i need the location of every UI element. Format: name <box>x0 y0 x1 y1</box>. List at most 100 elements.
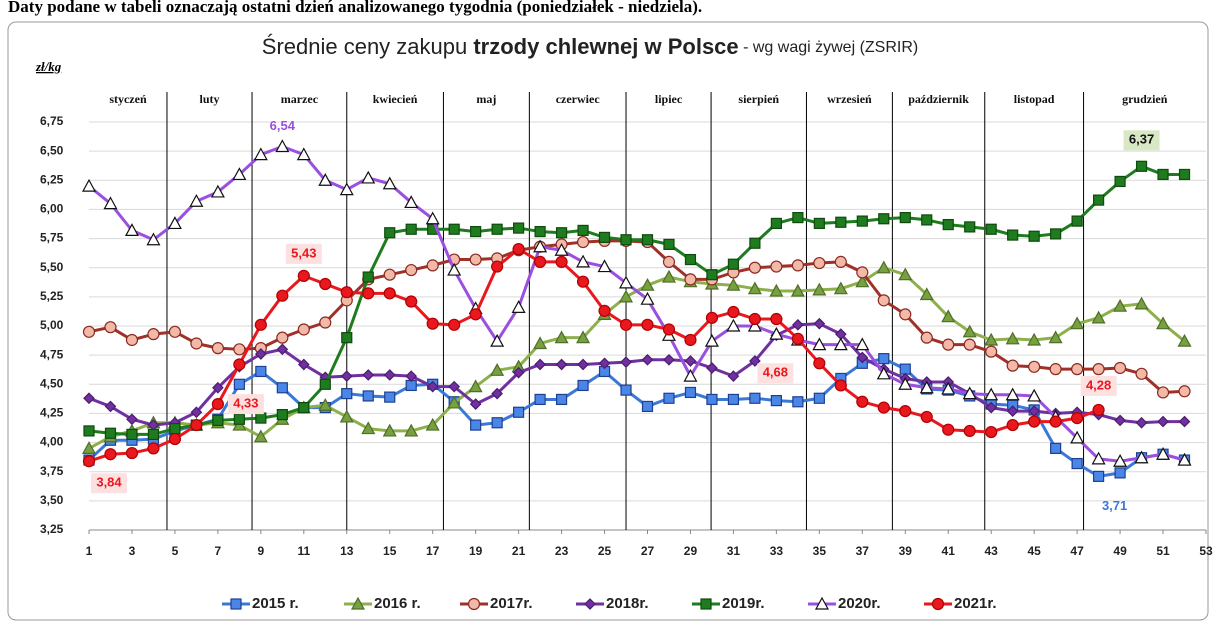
legend-label: 2019r. <box>722 595 765 612</box>
marker <box>748 312 762 326</box>
marker <box>576 330 591 344</box>
marker <box>941 309 956 323</box>
marker <box>469 253 482 266</box>
marker <box>598 304 611 317</box>
marker <box>1071 215 1083 227</box>
marker <box>1028 360 1041 373</box>
marker <box>576 275 590 288</box>
x-tick-label: 21 <box>512 544 526 558</box>
marker <box>534 358 546 371</box>
marker <box>1092 470 1105 482</box>
marker <box>1135 367 1148 380</box>
marker <box>232 167 247 181</box>
marker <box>362 390 374 402</box>
marker <box>1048 330 1063 344</box>
marker <box>598 357 611 370</box>
marker <box>1050 442 1062 454</box>
series <box>83 160 1191 441</box>
x-tick-label: 19 <box>469 544 483 558</box>
marker <box>619 318 633 331</box>
month-label: marzec <box>281 92 319 106</box>
month-label: luty <box>199 92 219 106</box>
marker <box>426 259 439 272</box>
marker <box>555 393 568 406</box>
marker <box>641 318 654 331</box>
marker <box>190 406 203 419</box>
marker <box>1114 175 1126 188</box>
x-tick-label: 27 <box>641 544 655 558</box>
marker <box>727 393 740 406</box>
marker <box>919 287 934 301</box>
x-tick-label: 25 <box>598 544 612 558</box>
marker <box>963 424 976 438</box>
marker <box>747 281 762 295</box>
marker <box>384 391 396 403</box>
marker <box>1092 363 1105 376</box>
marker <box>663 353 675 366</box>
marker <box>490 333 505 347</box>
series-line <box>88 239 1185 394</box>
marker <box>83 425 95 437</box>
marker <box>1156 316 1171 330</box>
marker <box>899 308 912 321</box>
month-label: maj <box>476 92 496 106</box>
marker <box>813 317 826 330</box>
marker <box>898 267 913 281</box>
marker <box>1049 415 1062 428</box>
marker <box>812 337 827 351</box>
marker <box>425 211 440 225</box>
marker <box>620 234 632 246</box>
marker <box>125 333 139 347</box>
marker <box>898 377 913 390</box>
title-end: - wg wagi żywej (ZSRIR) <box>739 39 919 56</box>
marker <box>921 214 933 226</box>
x-tick-label: 33 <box>770 544 784 558</box>
marker <box>1157 415 1169 428</box>
marker <box>211 342 224 355</box>
value-label-box <box>1080 375 1117 396</box>
marker <box>318 398 333 411</box>
marker <box>554 330 569 344</box>
marker <box>426 317 439 330</box>
top-note: Daty podane w tabeli oznaczają ostatni d… <box>8 0 702 16</box>
marker <box>298 402 310 414</box>
marker <box>554 242 569 256</box>
value-label: 4,28 <box>1086 377 1111 392</box>
marker <box>931 597 945 611</box>
x-tick-label: 43 <box>985 544 999 558</box>
marker <box>168 325 182 338</box>
y-tick-label: 5,75 <box>40 231 64 245</box>
marker <box>533 255 547 268</box>
marker <box>942 423 955 436</box>
marker <box>147 428 160 441</box>
y-tick-label: 4,50 <box>40 376 64 390</box>
marker <box>1113 298 1128 312</box>
marker <box>491 260 504 273</box>
marker <box>211 398 224 411</box>
marker <box>448 318 461 331</box>
x-tick-label: 3 <box>129 544 136 558</box>
marker <box>469 308 482 321</box>
marker <box>726 277 741 291</box>
y-tick-label: 6,75 <box>40 114 64 128</box>
marker <box>469 398 482 410</box>
marker <box>663 392 675 404</box>
x-tick-label: 41 <box>942 544 956 558</box>
marker <box>297 358 310 371</box>
marker <box>769 326 784 340</box>
marker <box>276 408 288 421</box>
marker <box>405 295 418 308</box>
marker <box>1027 388 1042 402</box>
marker <box>405 370 418 382</box>
marker <box>146 232 161 246</box>
marker <box>81 441 97 454</box>
marker <box>254 348 267 360</box>
marker <box>1070 430 1085 444</box>
marker <box>899 404 912 418</box>
x-tick-label: 17 <box>426 544 440 558</box>
y-tick-label: 3,50 <box>40 493 64 507</box>
marker <box>813 217 825 230</box>
marker <box>319 378 331 390</box>
marker <box>555 227 568 239</box>
